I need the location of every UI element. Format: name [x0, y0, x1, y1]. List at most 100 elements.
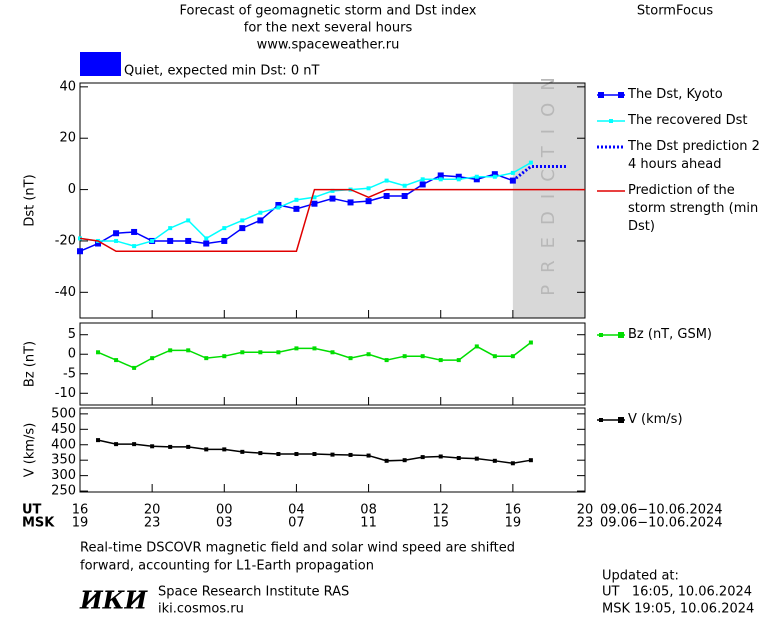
legend-marker: [618, 417, 624, 423]
data-point: [419, 181, 426, 188]
data-point: [203, 240, 210, 247]
data-point: [510, 170, 515, 175]
data-point: [167, 237, 174, 244]
data-point: [474, 344, 479, 349]
legend-marker: [598, 92, 604, 98]
legend-text: The Dst prediction 2–4 hours ahead: [628, 139, 760, 172]
data-point: [204, 236, 209, 241]
legend-marker: [609, 119, 613, 123]
data-point: [204, 356, 209, 361]
data-point: [384, 178, 389, 183]
x-tick-label: 03: [216, 516, 233, 531]
data-point: [510, 461, 515, 466]
data-point: [492, 458, 497, 463]
x-tick-label: 07: [288, 516, 305, 531]
data-point: [366, 186, 371, 191]
data-point: [294, 346, 299, 351]
data-point: [221, 237, 228, 244]
status-box: [80, 52, 121, 76]
legend-text: Bz (nT, GSM): [628, 327, 713, 342]
data-point: [312, 346, 317, 351]
data-point: [384, 358, 389, 363]
series-line: [79, 161, 532, 247]
data-point: [276, 452, 281, 457]
data-point: [132, 365, 137, 370]
legend-marker: [599, 418, 603, 422]
data-point: [114, 442, 119, 447]
updated-label: Updated at:: [602, 569, 679, 584]
y-tick-label: 300: [51, 468, 76, 483]
data-point: [168, 444, 173, 449]
plot-frame: [79, 322, 586, 406]
data-point: [420, 455, 425, 460]
data-point: [473, 176, 480, 183]
brand: StormFocus: [637, 4, 713, 19]
series-line: [97, 439, 532, 465]
y-tick-label: -40: [55, 285, 76, 300]
data-point: [294, 197, 299, 202]
data-point: [186, 444, 191, 449]
data-point: [114, 238, 119, 243]
x-tick-label: 12: [432, 503, 449, 518]
data-point: [491, 171, 498, 178]
y-tick-label: 40: [59, 79, 76, 94]
data-point: [311, 200, 318, 207]
updated-msk: MSK 19:05, 10.06.2024: [602, 602, 754, 617]
data-point: [222, 354, 227, 359]
data-point: [456, 456, 461, 461]
data-point: [420, 177, 425, 182]
data-point: [492, 354, 497, 359]
data-point: [330, 350, 335, 355]
data-point: [528, 458, 533, 463]
data-point: [258, 210, 263, 215]
data-point: [347, 199, 354, 206]
ut-date: 09.06−10.06.2024: [600, 503, 723, 518]
data-point: [348, 452, 353, 457]
data-point: [186, 218, 191, 223]
y-tick-label: 0: [68, 347, 76, 362]
data-point: [150, 444, 155, 449]
data-point: [132, 442, 137, 447]
title: Forecast of geomagnetic storm and Dst in…: [179, 4, 476, 19]
data-point: [456, 177, 461, 182]
data-point: [437, 172, 444, 179]
legend-marker: [618, 92, 624, 98]
prediction-region: [512, 83, 585, 318]
data-point: [384, 458, 389, 463]
y-tick-label: 250: [51, 484, 76, 499]
x-tick-label: 23: [144, 516, 161, 531]
data-point: [258, 350, 263, 355]
x-tick-label: 08: [360, 503, 377, 518]
y-axis-label: Dst (nT): [23, 174, 38, 226]
x-tick-label: 15: [432, 516, 449, 531]
data-point: [222, 447, 227, 452]
data-point: [402, 183, 407, 188]
data-point: [114, 358, 119, 363]
title: www.spaceweather.ru: [257, 38, 400, 53]
data-point: [366, 453, 371, 458]
data-point: [293, 205, 300, 212]
y-tick-label: -5: [63, 366, 76, 381]
data-point: [186, 348, 191, 353]
data-point: [528, 340, 533, 345]
data-point: [240, 218, 245, 223]
data-point: [438, 177, 443, 182]
data-point: [402, 354, 407, 359]
data-point: [312, 195, 317, 200]
x-tick-label: 16: [505, 503, 522, 518]
x-tick-label: 20: [144, 503, 161, 518]
y-tick-label: 5: [68, 327, 76, 342]
data-point: [150, 238, 155, 243]
data-point: [257, 217, 264, 224]
msk-label: MSK: [22, 516, 55, 531]
prediction-label: PREDICTION: [538, 65, 559, 295]
data-point: [312, 452, 317, 457]
status-text: Quiet, expected min Dst: 0 nT: [124, 64, 319, 79]
data-point: [402, 458, 407, 463]
title: for the next several hours: [244, 21, 413, 36]
data-point: [239, 225, 246, 232]
data-point: [330, 188, 335, 193]
x-tick-label: 20: [577, 503, 594, 518]
